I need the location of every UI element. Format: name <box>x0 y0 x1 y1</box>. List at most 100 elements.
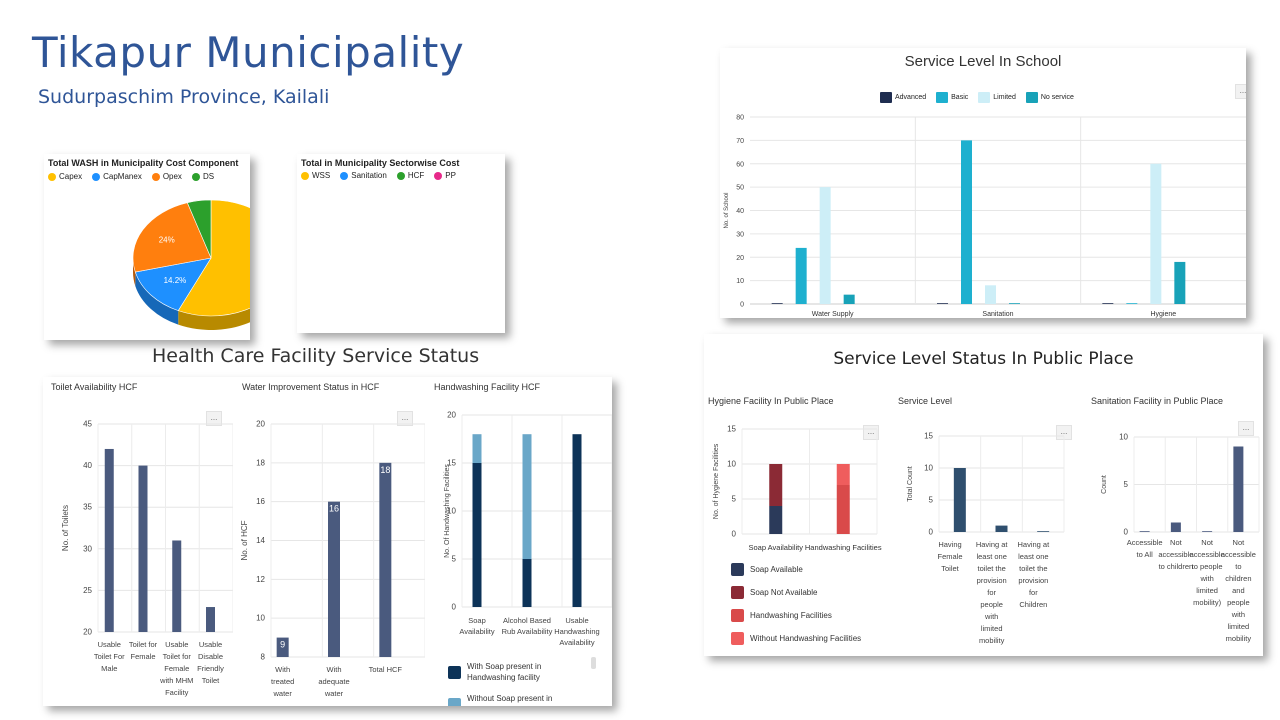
service-level-pp-bar-chart[interactable]: 0 5 10 15 Total Count Having Female Toilet Havin… <box>894 334 1084 656</box>
legend-item-capmanex[interactable]: CapManex <box>92 172 142 181</box>
bar-basic[interactable] <box>961 140 972 304</box>
legend-item-basic[interactable]: Basic <box>936 92 968 103</box>
school-bar-chart[interactable]: 0 10 20 30 40 50 60 70 80 No. of School Water Supp… <box>720 48 1246 318</box>
legend-item-sanitation[interactable]: Sanitation <box>340 171 387 180</box>
handwash-hcf-legend[interactable]: With Soap present in Handwashing facilit… <box>448 661 588 706</box>
legend-item[interactable]: Without Handwashing Facilities <box>731 632 891 645</box>
pie-data-label: 14.2% <box>164 276 187 285</box>
pie-slice-ds[interactable] <box>186 199 212 259</box>
legend-item-limited[interactable]: Limited <box>978 92 1016 103</box>
bar-toilet[interactable] <box>206 607 215 632</box>
legend-label: CapManex <box>103 172 142 181</box>
bar-handwash[interactable] <box>572 434 582 607</box>
legend-item[interactable]: Soap Not Available <box>731 586 891 599</box>
toilet-hcf-title: Toilet Availability HCF <box>51 382 138 392</box>
school-chart-legend[interactable]: Advanced Basic Limited No service <box>880 92 1074 103</box>
y-tick-label: 40 <box>83 461 92 470</box>
water-hcf-menu-button[interactable]: ... <box>397 411 413 426</box>
bar-data-label: 18 <box>380 465 390 475</box>
bar-limited[interactable] <box>819 187 831 304</box>
legend-item-no-service[interactable]: No service <box>1025 92 1074 103</box>
legend-item[interactable]: Soap Available <box>731 563 891 576</box>
y-tick-label: 20 <box>83 628 92 637</box>
sector-cost-pie-legend[interactable]: WSS Sanitation HCF PP <box>301 171 456 180</box>
sector-cost-pie-chart[interactable]: 67.2%21.9% <box>297 154 505 333</box>
bar-sanitation[interactable] <box>1202 531 1213 532</box>
bar-no-service[interactable] <box>843 294 855 304</box>
bar-limited[interactable] <box>985 285 996 304</box>
handwash-hcf-bar-chart[interactable]: 0 5 10 15 20 No. Of Handwashing Facilities Soa… <box>425 377 612 706</box>
school-chart-menu-button[interactable]: ... <box>1235 84 1246 99</box>
legend-item[interactable]: With Soap present in Handwashing facilit… <box>448 661 588 683</box>
bar-hygiene[interactable] <box>836 485 850 534</box>
legend-label: Handwashing Facilities <box>750 611 832 620</box>
toilet-hcf-menu-button[interactable]: ... <box>206 411 222 426</box>
toilet-hcf-bar-chart[interactable]: 20 25 30 35 40 45 No. of Toilets Usable Toilet F… <box>43 377 233 706</box>
bar-sanitation[interactable] <box>1170 522 1181 533</box>
bar-toilet[interactable] <box>138 465 148 632</box>
pie-slice-capex[interactable] <box>177 199 250 317</box>
x-category-label: Soap Availability <box>459 616 495 636</box>
legend-item[interactable]: Without Soap present in Handwashing faci… <box>448 693 588 706</box>
wash-cost-pie-legend[interactable]: Capex CapManex Opex DS <box>48 172 214 181</box>
legend-item-hcf[interactable]: HCF <box>396 171 424 180</box>
bar-hygiene[interactable] <box>769 464 783 506</box>
sanitation-pp-menu-button[interactable]: ... <box>1238 421 1254 436</box>
hygiene-pp-legend[interactable]: Soap Available Soap Not Available Handwash… <box>731 563 891 655</box>
legend-marker <box>92 172 101 181</box>
bar-handwash[interactable] <box>472 434 482 463</box>
legend-item-capex[interactable]: Capex <box>48 172 82 181</box>
bar-water[interactable] <box>276 637 289 657</box>
bar-sanitation[interactable] <box>1233 446 1244 533</box>
bar-water[interactable] <box>379 462 392 657</box>
wash-cost-pie-title: Total WASH in Municipality Cost Componen… <box>48 158 239 168</box>
service-level-pp-title: Service Level <box>898 396 953 406</box>
bar-data-label: 16 <box>329 504 339 514</box>
bar-service-level[interactable] <box>995 525 1008 532</box>
legend-item-pp[interactable]: PP <box>434 171 456 180</box>
y-tick-label: 30 <box>83 544 92 553</box>
hygiene-pp-bar-chart[interactable]: 0 5 10 15 No. of Hygiene Facilities Soap Avai… <box>704 334 890 656</box>
bar-advanced[interactable] <box>1102 303 1114 304</box>
bar-hygiene[interactable] <box>836 464 850 485</box>
x-category-label: With adequate water <box>318 665 349 698</box>
bar-handwash[interactable] <box>522 559 532 607</box>
bar-hygiene[interactable] <box>769 506 783 534</box>
bar-advanced[interactable] <box>771 303 783 304</box>
legend-marker <box>936 92 949 103</box>
bar-water[interactable] <box>328 501 340 657</box>
bar-basic[interactable] <box>795 247 807 304</box>
bar-handwash[interactable] <box>472 463 482 607</box>
legend-item-opex[interactable]: Opex <box>151 172 182 181</box>
legend-item-wss[interactable]: WSS <box>301 171 330 180</box>
bar-no-service[interactable] <box>1174 261 1186 304</box>
pie-slice-capmanex[interactable] <box>134 257 212 311</box>
bar-sanitation[interactable] <box>1139 531 1150 532</box>
bar-no-service[interactable] <box>1009 303 1020 304</box>
page-subtitle: Sudurpaschim Province, Kailali <box>38 86 330 108</box>
bar-toilet[interactable] <box>172 540 182 632</box>
legend-item[interactable]: Handwashing Facilities <box>731 609 891 622</box>
bar-advanced[interactable] <box>937 303 948 304</box>
legend-scrollbar[interactable] <box>591 657 596 669</box>
bar-toilet[interactable] <box>104 448 114 632</box>
bar-service-level[interactable] <box>1037 531 1050 532</box>
wash-cost-pie-chart[interactable]: 56.9%14.2%24% <box>44 154 250 340</box>
legend-item-advanced[interactable]: Advanced <box>880 92 926 103</box>
public-place-card: Service Level Status In Public Place Hyg… <box>704 334 1263 656</box>
x-category-label: Water Supply <box>812 311 854 318</box>
bar-service-level[interactable] <box>953 468 966 532</box>
legend-label: PP <box>445 171 456 180</box>
bar-handwash[interactable] <box>522 434 532 559</box>
legend-item-ds[interactable]: DS <box>191 172 214 181</box>
legend-marker <box>340 171 349 180</box>
pie-side-capex <box>178 308 250 330</box>
y-tick-label: 30 <box>736 231 744 238</box>
bar-limited[interactable] <box>1150 163 1162 304</box>
water-hcf-bar-chart[interactable]: 8 10 12 14 16 18 20 No. of HCF 9 16 18 With treated w… <box>233 377 425 706</box>
y-tick-label: 14 <box>256 536 265 545</box>
handwash-hcf-title: Handwashing Facility HCF <box>434 382 541 392</box>
pie-slice-opex[interactable] <box>132 202 212 273</box>
bar-basic[interactable] <box>1126 303 1138 304</box>
